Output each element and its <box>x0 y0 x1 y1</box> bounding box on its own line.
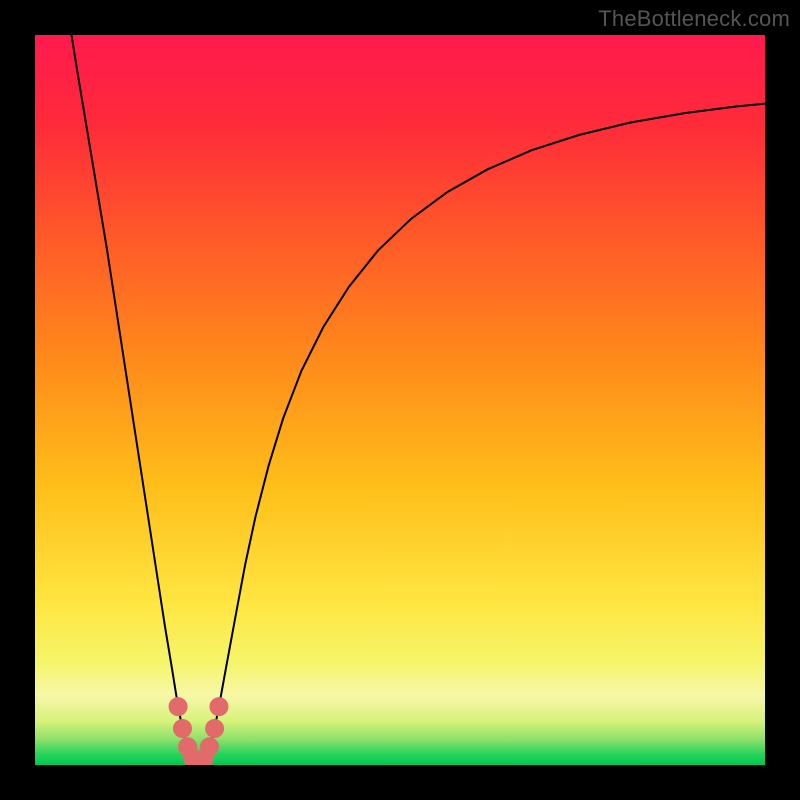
optimal-marker <box>210 698 228 716</box>
optimal-marker <box>206 720 224 738</box>
chart-container: TheBottleneck.com <box>0 0 800 800</box>
optimal-marker <box>173 720 191 738</box>
optimal-marker <box>169 698 187 716</box>
watermark-label: TheBottleneck.com <box>598 6 790 32</box>
chart-plot-area <box>35 35 765 765</box>
optimal-marker <box>200 738 218 756</box>
bottleneck-chart <box>0 0 800 800</box>
